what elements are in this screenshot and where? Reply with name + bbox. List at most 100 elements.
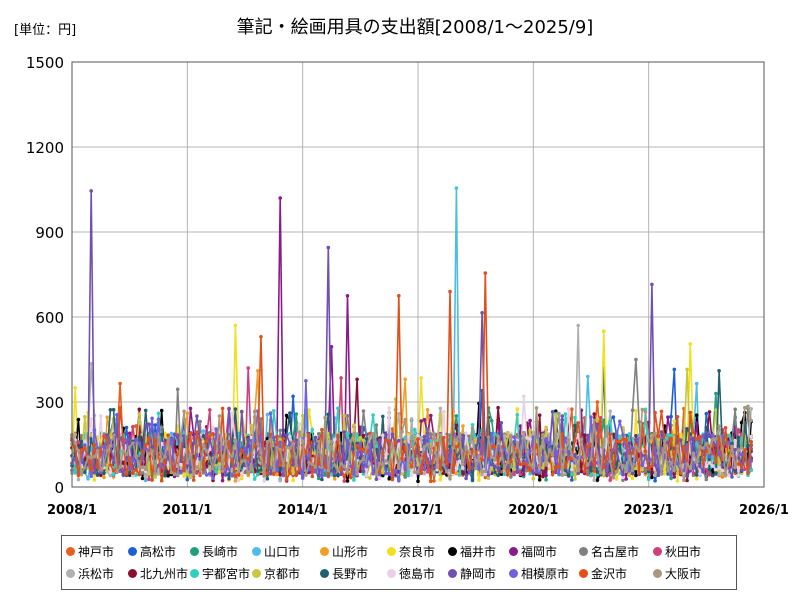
data-point (137, 435, 142, 439)
data-point (422, 471, 427, 476)
data-point (675, 415, 680, 419)
data-point (544, 466, 548, 471)
data-point (374, 472, 379, 477)
data-point (678, 438, 683, 442)
data-point (461, 466, 465, 470)
data-point (166, 433, 170, 438)
data-point (255, 442, 260, 446)
data-point (326, 431, 331, 436)
data-point (499, 464, 504, 468)
data-point (131, 441, 135, 445)
data-point (605, 426, 609, 430)
data-point (275, 472, 279, 477)
data-point (278, 440, 283, 445)
data-point (608, 409, 612, 414)
data-point (614, 433, 619, 438)
data-point (214, 469, 218, 474)
data-point (714, 408, 718, 412)
data-point (217, 458, 222, 463)
data-point (714, 460, 718, 464)
data-point (595, 434, 600, 439)
data-point (227, 454, 231, 459)
data-point (323, 473, 327, 477)
data-point (316, 476, 321, 481)
data-point (188, 406, 193, 411)
data-point (602, 418, 606, 423)
data-point (150, 416, 154, 421)
data-point (236, 442, 241, 446)
data-point (563, 436, 568, 441)
data-point (544, 425, 548, 430)
data-point (733, 465, 737, 470)
chart-title: 筆記・絵画用具の支出額[2008/1～2025/9] (237, 17, 594, 38)
legend-swatch (653, 569, 662, 578)
data-point (355, 377, 359, 382)
data-point (377, 461, 382, 466)
data-point (557, 411, 561, 416)
data-point (400, 429, 404, 434)
data-point (175, 473, 180, 477)
data-point (493, 464, 497, 469)
data-point (307, 408, 311, 412)
data-point (268, 432, 273, 437)
data-point (730, 441, 734, 446)
data-point (342, 474, 347, 479)
data-point (352, 423, 356, 427)
data-point (108, 470, 113, 475)
data-point (586, 463, 590, 467)
data-point (393, 441, 398, 445)
data-point (650, 470, 654, 475)
data-point (364, 473, 369, 478)
data-point (92, 478, 97, 482)
data-point (159, 408, 164, 413)
data-point (669, 472, 673, 477)
data-point (691, 471, 696, 475)
data-point (358, 469, 363, 474)
legend-swatch (448, 547, 457, 556)
data-point (76, 473, 81, 478)
data-point (518, 424, 523, 428)
data-point (704, 449, 709, 454)
data-point (236, 473, 241, 477)
data-point (646, 467, 651, 471)
data-point (175, 387, 180, 392)
data-point (493, 444, 497, 449)
data-point (143, 475, 148, 480)
data-point (262, 473, 267, 478)
data-point (470, 426, 475, 430)
data-point (733, 469, 737, 474)
data-point (502, 433, 507, 438)
data-point (669, 476, 673, 481)
data-point (284, 413, 289, 418)
data-point (358, 441, 363, 446)
data-point (159, 459, 164, 463)
data-point (291, 463, 295, 467)
data-point (355, 443, 359, 448)
data-point (246, 437, 250, 441)
data-point (467, 451, 472, 455)
data-point (201, 467, 206, 472)
x-tick-label: 2026/1 (739, 503, 789, 518)
data-point (76, 440, 81, 444)
data-point (432, 466, 436, 471)
legend-item: 北九州市 (128, 565, 188, 582)
data-point (627, 469, 632, 473)
data-point (179, 463, 183, 467)
data-point (480, 470, 484, 474)
data-point (723, 473, 728, 477)
data-point (528, 472, 532, 476)
data-point (127, 470, 132, 475)
data-point (429, 413, 433, 418)
data-point (374, 423, 379, 427)
data-point (473, 466, 478, 471)
data-point (134, 467, 138, 472)
data-point (208, 471, 212, 476)
data-point (105, 437, 109, 442)
legend-item: 秋田市 (653, 543, 701, 560)
data-point (675, 471, 680, 476)
data-point (278, 437, 283, 442)
data-point (105, 433, 109, 437)
data-point (493, 470, 497, 475)
data-point (134, 473, 138, 477)
data-point (384, 471, 388, 476)
